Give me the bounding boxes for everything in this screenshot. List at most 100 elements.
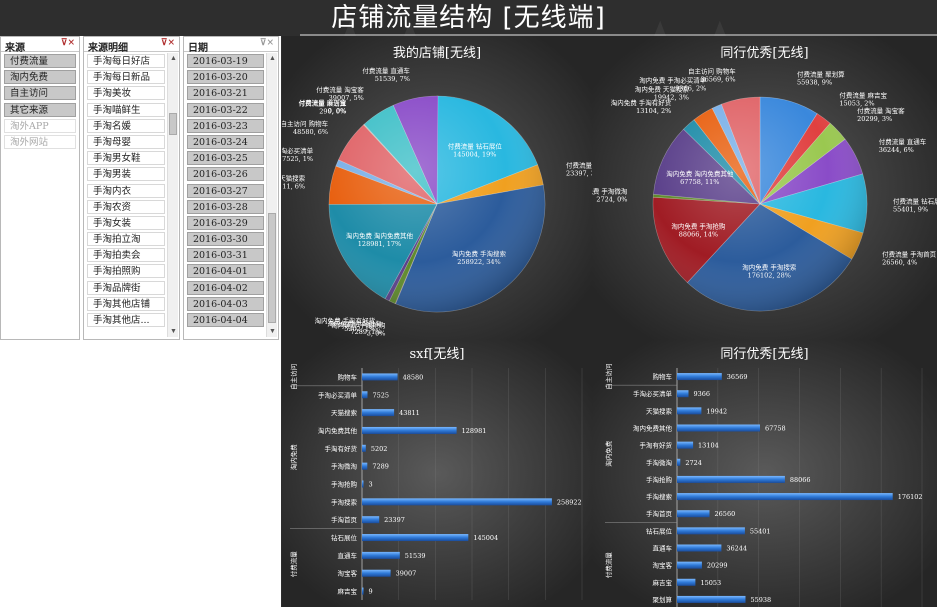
scroll-up-icon[interactable]: ▲: [170, 55, 177, 62]
slicer-source-item[interactable]: 其它来源: [4, 102, 76, 117]
bar-category-label: 淘内免费其他: [318, 426, 358, 435]
slicer-detail-item[interactable]: 手淘喵鲜生: [87, 102, 165, 117]
slicer-detail-scrollbar[interactable]: ▲ ▼: [167, 53, 178, 337]
slicer-detail-item[interactable]: 手淘农资: [87, 199, 165, 214]
slicer-source-list: 付费流量淘内免费 自主访问 其它来源 淘外APP 淘外网站: [1, 52, 79, 149]
bar[interactable]: [677, 493, 893, 501]
scroll-down-icon[interactable]: ▼: [170, 328, 177, 335]
slicer-source-item[interactable]: 淘外APP: [4, 118, 76, 133]
slicer-source-item[interactable]: 自主访问: [4, 86, 76, 101]
bar[interactable]: [677, 475, 785, 483]
bar[interactable]: [677, 527, 745, 535]
slicer-date-item[interactable]: 2016-04-04: [187, 313, 264, 327]
bar[interactable]: [677, 373, 722, 381]
scroll-thumb[interactable]: [169, 113, 177, 135]
slicer-detail-item[interactable]: 手淘每日新品: [87, 70, 165, 85]
bar[interactable]: [362, 587, 364, 595]
slicer-detail-item[interactable]: 手淘品牌街: [87, 280, 165, 295]
slicer-date-item[interactable]: 2016-03-29: [187, 215, 264, 230]
slicer-detail-item[interactable]: 手淘每日好店: [87, 54, 165, 68]
slicer-detail-item[interactable]: 手淘名媛: [87, 118, 165, 133]
bar-category-label: 麻吉宝: [653, 578, 673, 587]
clear-filter-icon[interactable]: ⊽×: [60, 38, 75, 48]
bar[interactable]: [677, 578, 696, 586]
bar[interactable]: [677, 544, 722, 552]
bar[interactable]: [677, 510, 710, 518]
bar-category-label: 手淘微淘: [331, 462, 357, 471]
slicer-date-item[interactable]: 2016-03-31: [187, 248, 264, 263]
slicer-date-item[interactable]: 2016-03-27: [187, 183, 264, 198]
slicer-date-item[interactable]: 2016-03-23: [187, 118, 264, 133]
slicer-source-item[interactable]: 淘内免费: [4, 70, 76, 85]
bar[interactable]: [677, 595, 746, 603]
bar[interactable]: [362, 426, 457, 434]
bar-category-label: 手淘搜索: [646, 492, 673, 501]
slicer-detail-item[interactable]: 手淘其他店铺: [87, 296, 165, 311]
slicer-detail-item[interactable]: 手淘母婴: [87, 134, 165, 149]
slicer-date-item[interactable]: 2016-03-22: [187, 102, 264, 117]
slicer-date-item[interactable]: 2016-03-26: [187, 167, 264, 182]
slicer-detail-item[interactable]: 手淘美妆: [87, 86, 165, 101]
slicer-date-item[interactable]: 2016-03-30: [187, 232, 264, 247]
slicer-date-item[interactable]: 2016-03-24: [187, 134, 264, 149]
slicer-date-title: 日期: [188, 43, 208, 54]
bar[interactable]: [677, 424, 760, 432]
bar[interactable]: [362, 569, 391, 577]
slicer-detail-item[interactable]: 手淘男女鞋: [87, 151, 165, 166]
scroll-down-icon[interactable]: ▼: [269, 328, 276, 335]
chart-title: sxf[无线]: [409, 347, 465, 362]
bar[interactable]: [362, 534, 469, 542]
scroll-thumb[interactable]: [268, 213, 276, 323]
bar-value-label: 7289: [372, 463, 389, 471]
bar-value-label: 13104: [698, 442, 719, 450]
slicer-detail-item[interactable]: 手淘内衣: [87, 183, 165, 198]
bar-category-label: 直通车: [338, 551, 358, 560]
slicer-date-item[interactable]: 2016-03-25: [187, 151, 264, 166]
slicer-date-item[interactable]: 2016-03-21: [187, 86, 264, 101]
bar[interactable]: [362, 462, 368, 470]
bar[interactable]: [362, 516, 380, 524]
pie-slice-label: 淘内免费 手淘抢购 88066, 14%: [671, 222, 726, 239]
bar-value-label: 128981: [462, 427, 487, 435]
bar[interactable]: [362, 391, 368, 399]
slicer-date-item[interactable]: 2016-03-28: [187, 199, 264, 214]
bar-value-label: 2724: [685, 459, 702, 467]
slicer-detail-item[interactable]: 手淘女装: [87, 215, 165, 230]
bar[interactable]: [362, 409, 395, 417]
bar-category-label: 麻吉宝: [338, 587, 358, 596]
bar-value-label: 7525: [373, 391, 390, 399]
slicer-detail-item[interactable]: 手淘其他店...: [87, 313, 165, 327]
scroll-up-icon[interactable]: ▲: [269, 55, 276, 62]
clear-filter-icon[interactable]: ⊽×: [259, 38, 274, 48]
slicer-source-item[interactable]: 付费流量: [4, 54, 76, 68]
bar[interactable]: [362, 480, 364, 488]
slicer-detail-item[interactable]: 手淘拍立淘: [87, 232, 165, 247]
bar-value-label: 39007: [396, 570, 417, 578]
slicer-date-item[interactable]: 2016-03-19: [187, 54, 264, 68]
bar-value-label: 258922: [557, 498, 582, 506]
clear-filter-icon[interactable]: ⊽×: [160, 38, 175, 48]
bar-group-label: 淘内免费: [289, 444, 298, 471]
bar[interactable]: [362, 498, 552, 506]
bar[interactable]: [362, 444, 366, 452]
slicer-date-scrollbar[interactable]: ▲ ▼: [266, 53, 277, 337]
bar[interactable]: [677, 441, 694, 449]
slicer-source-title: 来源: [5, 43, 25, 54]
slicer-date-item[interactable]: 2016-03-20: [187, 70, 264, 85]
bar-value-label: 36569: [727, 373, 748, 381]
slicer-source-item[interactable]: 淘外网站: [4, 134, 76, 149]
slicer-detail-item[interactable]: 手淘拍照购: [87, 264, 165, 279]
bar[interactable]: [677, 458, 681, 466]
slicer-date-item[interactable]: 2016-04-02: [187, 280, 264, 295]
bar[interactable]: [362, 373, 398, 381]
slicer-date-item[interactable]: 2016-04-01: [187, 264, 264, 279]
slicer-detail-item[interactable]: 手淘男装: [87, 167, 165, 182]
slicer-detail-item[interactable]: 手淘拍卖会: [87, 248, 165, 263]
bar[interactable]: [677, 407, 702, 415]
bar[interactable]: [677, 561, 702, 569]
bar[interactable]: [362, 551, 400, 559]
slicer-date-item[interactable]: 2016-04-03: [187, 296, 264, 311]
bar[interactable]: [677, 390, 689, 398]
pie-slice-label: 淘内免费 手淘搜索 176102, 28%: [742, 263, 797, 280]
